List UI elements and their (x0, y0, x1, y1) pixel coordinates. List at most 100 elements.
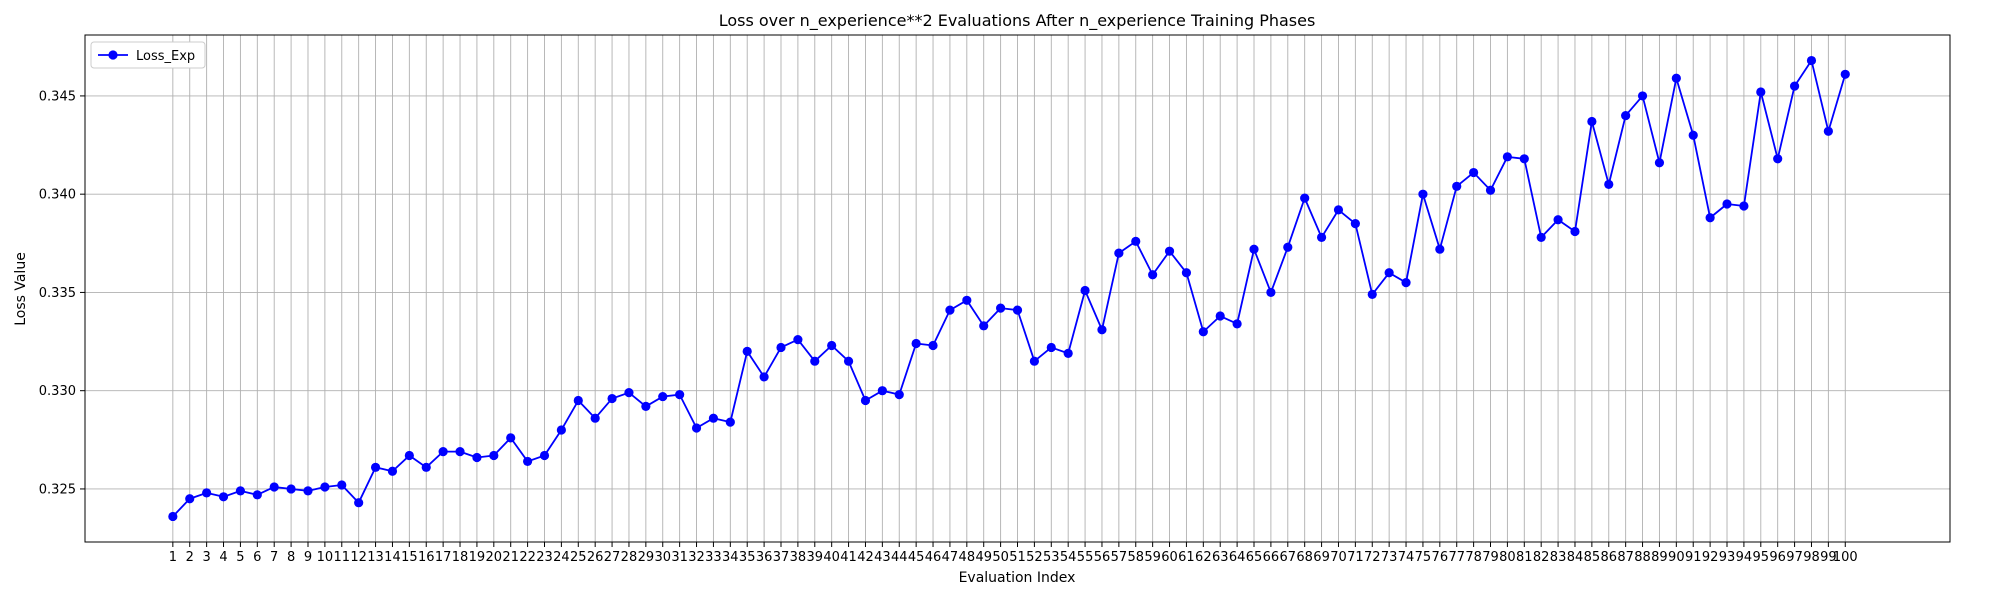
data-point (1097, 325, 1107, 335)
data-point (506, 433, 516, 443)
x-tick-label: 38 (790, 550, 807, 565)
data-point (793, 334, 803, 345)
x-tick-label: 33 (705, 550, 722, 565)
data-point (522, 456, 533, 467)
x-tick-label: 20 (486, 550, 503, 565)
x-tick-label: 46 (925, 550, 942, 565)
data-point (691, 423, 702, 433)
x-tick-label: 40 (823, 550, 840, 565)
x-tick-label: 97 (1786, 550, 1803, 565)
data-point (202, 488, 212, 498)
x-tick-label: 42 (857, 550, 874, 565)
x-tick-label: 69 (1313, 550, 1330, 565)
legend-box (90, 41, 206, 69)
data-point (1756, 87, 1766, 97)
data-point (1046, 342, 1056, 353)
data-point (286, 484, 296, 494)
data-point (1283, 242, 1293, 252)
x-tick-label: 19 (469, 550, 486, 565)
x-tick-label: 25 (570, 550, 587, 565)
x-tick-label: 90 (1668, 550, 1685, 565)
data-point (1806, 55, 1817, 66)
data-point (438, 447, 448, 457)
data-point (1789, 81, 1800, 91)
x-tick-label: 37 (773, 550, 790, 565)
x-tick-label: 100 (1833, 550, 1858, 565)
data-point (1266, 287, 1276, 298)
y-tick-label: 0.330 (39, 384, 76, 399)
x-tick-label: 48 (959, 550, 976, 565)
x-tick-label: 89 (1651, 550, 1668, 565)
x-tick-label: 73 (1381, 550, 1398, 565)
data-point (1823, 126, 1833, 136)
x-tick-label: 53 (1043, 550, 1060, 565)
data-point (303, 486, 313, 496)
x-tick-label: 72 (1364, 550, 1381, 565)
data-point (996, 303, 1006, 313)
x-axis-ticks: 1 2 3 4 5 6 7 8 9 10 11 12 13 14 15 16 17 18 19 20 21 22 23 24 2… (169, 542, 1858, 565)
x-tick-label: 61 (1178, 550, 1195, 565)
data-point (1333, 205, 1344, 215)
x-tick-label: 96 (1769, 550, 1786, 565)
x-tick-label: 92 (1702, 550, 1719, 565)
data-point (1418, 189, 1428, 199)
x-tick-label: 12 (350, 550, 367, 565)
data-point (1671, 73, 1681, 83)
y-tick-label: 0.340 (39, 188, 76, 203)
x-tick-label: 14 (384, 550, 401, 565)
data-point (1012, 305, 1023, 315)
x-axis-label: Evaluation Index (959, 570, 1076, 586)
data-point (1181, 268, 1192, 278)
x-tick-label: 58 (1127, 550, 1144, 565)
x-tick-label: 2 (186, 550, 194, 565)
data-point (421, 462, 431, 472)
x-tick-label: 5 (236, 550, 244, 565)
x-tick-label: 34 (722, 550, 739, 565)
data-point (1485, 185, 1496, 195)
data-point (624, 388, 634, 398)
data-point (1621, 110, 1631, 121)
y-axis-label: Loss Value (13, 252, 29, 326)
x-tick-label: 91 (1685, 550, 1702, 565)
data-point (1131, 236, 1141, 246)
data-point (894, 390, 904, 400)
data-point (1452, 181, 1462, 191)
data-point (590, 413, 600, 423)
x-tick-label: 78 (1465, 550, 1482, 565)
y-tick-label: 0.325 (39, 482, 76, 497)
data-point (556, 425, 566, 435)
data-point (1604, 179, 1614, 189)
data-point (539, 450, 550, 461)
x-tick-label: 9 (304, 550, 312, 565)
x-tick-label: 63 (1212, 550, 1229, 565)
x-tick-label: 24 (553, 550, 570, 565)
data-point (708, 413, 719, 423)
x-tick-label: 3 (202, 550, 210, 565)
data-point (658, 391, 668, 402)
data-point (1773, 154, 1783, 164)
x-tick-label: 31 (671, 550, 688, 565)
data-point (472, 452, 482, 463)
data-point (742, 346, 752, 356)
x-tick-label: 41 (840, 550, 857, 565)
x-tick-label: 47 (942, 550, 959, 565)
data-point (354, 498, 364, 508)
data-point (185, 494, 195, 504)
data-point (218, 492, 229, 502)
data-point (1519, 154, 1529, 164)
grid-y (85, 95, 1950, 490)
data-point (1367, 289, 1377, 299)
x-tick-label: 21 (502, 550, 519, 565)
x-tick-label: 67 (1280, 550, 1297, 565)
data-point (1536, 232, 1546, 243)
x-tick-label: 17 (435, 550, 452, 565)
data-point (1469, 167, 1479, 178)
x-tick-label: 16 (418, 550, 435, 565)
data-point (1080, 285, 1090, 296)
data-point (370, 462, 381, 472)
data-point (337, 480, 347, 490)
x-tick-label: 62 (1195, 550, 1212, 565)
legend-label: Loss_Exp (136, 49, 195, 64)
data-point (1215, 311, 1225, 321)
